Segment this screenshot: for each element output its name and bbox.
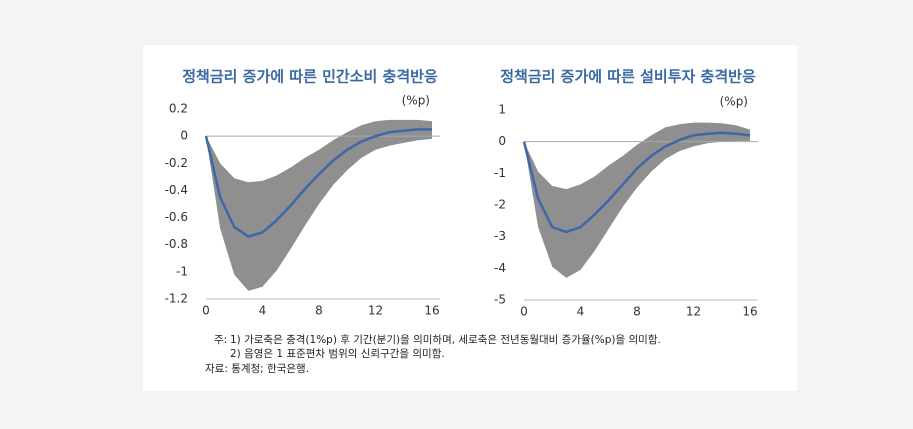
y-tick-label: -1.2 xyxy=(165,292,188,306)
y-unit: (%p) xyxy=(402,94,430,108)
y-tick-label: -0.8 xyxy=(165,237,188,251)
y-tick-label: -2 xyxy=(494,198,506,212)
y-tick-label: -1 xyxy=(494,166,506,180)
x-tick-label: 16 xyxy=(424,304,439,318)
confidence-band xyxy=(206,119,432,291)
y-tick-label: 0 xyxy=(498,134,506,148)
y-tick-label: -5 xyxy=(494,293,506,307)
y-tick-label: -1 xyxy=(176,264,188,278)
x-tick-label: 8 xyxy=(633,305,641,319)
x-tick-label: 0 xyxy=(202,304,210,318)
x-tick-label: 12 xyxy=(368,304,383,318)
x-tick-label: 0 xyxy=(520,305,528,319)
note-item: 1) 가로축은 충격(1%p) 후 기간(분기)을 의미하며, 세로축은 전년동… xyxy=(230,333,661,346)
note-item: 2) 음영은 1 표준편차 범위의 신뢰구간을 의미함. xyxy=(230,347,445,360)
y-tick-label: -4 xyxy=(494,261,506,275)
y-tick-label: 0 xyxy=(180,129,188,143)
response-line xyxy=(522,131,751,234)
confidence-band xyxy=(524,122,750,278)
response-line xyxy=(204,128,432,238)
y-tick-label: -0.2 xyxy=(165,156,188,170)
x-tick-label: 12 xyxy=(686,305,701,319)
x-tick-label: 8 xyxy=(315,304,323,318)
chart-title: 정책금리 증가에 따른 민간소비 충격반응 xyxy=(182,68,438,86)
y-tick-label: 0.2 xyxy=(169,102,188,116)
x-tick-label: 4 xyxy=(577,305,585,319)
x-tick-label: 16 xyxy=(742,305,757,319)
y-tick-label: -0.4 xyxy=(165,183,188,197)
y-tick-label: 1 xyxy=(498,103,506,117)
chart-title: 정책금리 증가에 따른 설비투자 충격반응 xyxy=(500,68,756,86)
y-unit: (%p) xyxy=(720,95,748,109)
x-tick-label: 4 xyxy=(259,304,267,318)
y-tick-label: -3 xyxy=(494,229,506,243)
source: 자료: 통계청; 한국은행. xyxy=(205,363,309,375)
y-tick-label: -0.6 xyxy=(165,210,188,224)
notes-label: 주: xyxy=(214,334,227,346)
